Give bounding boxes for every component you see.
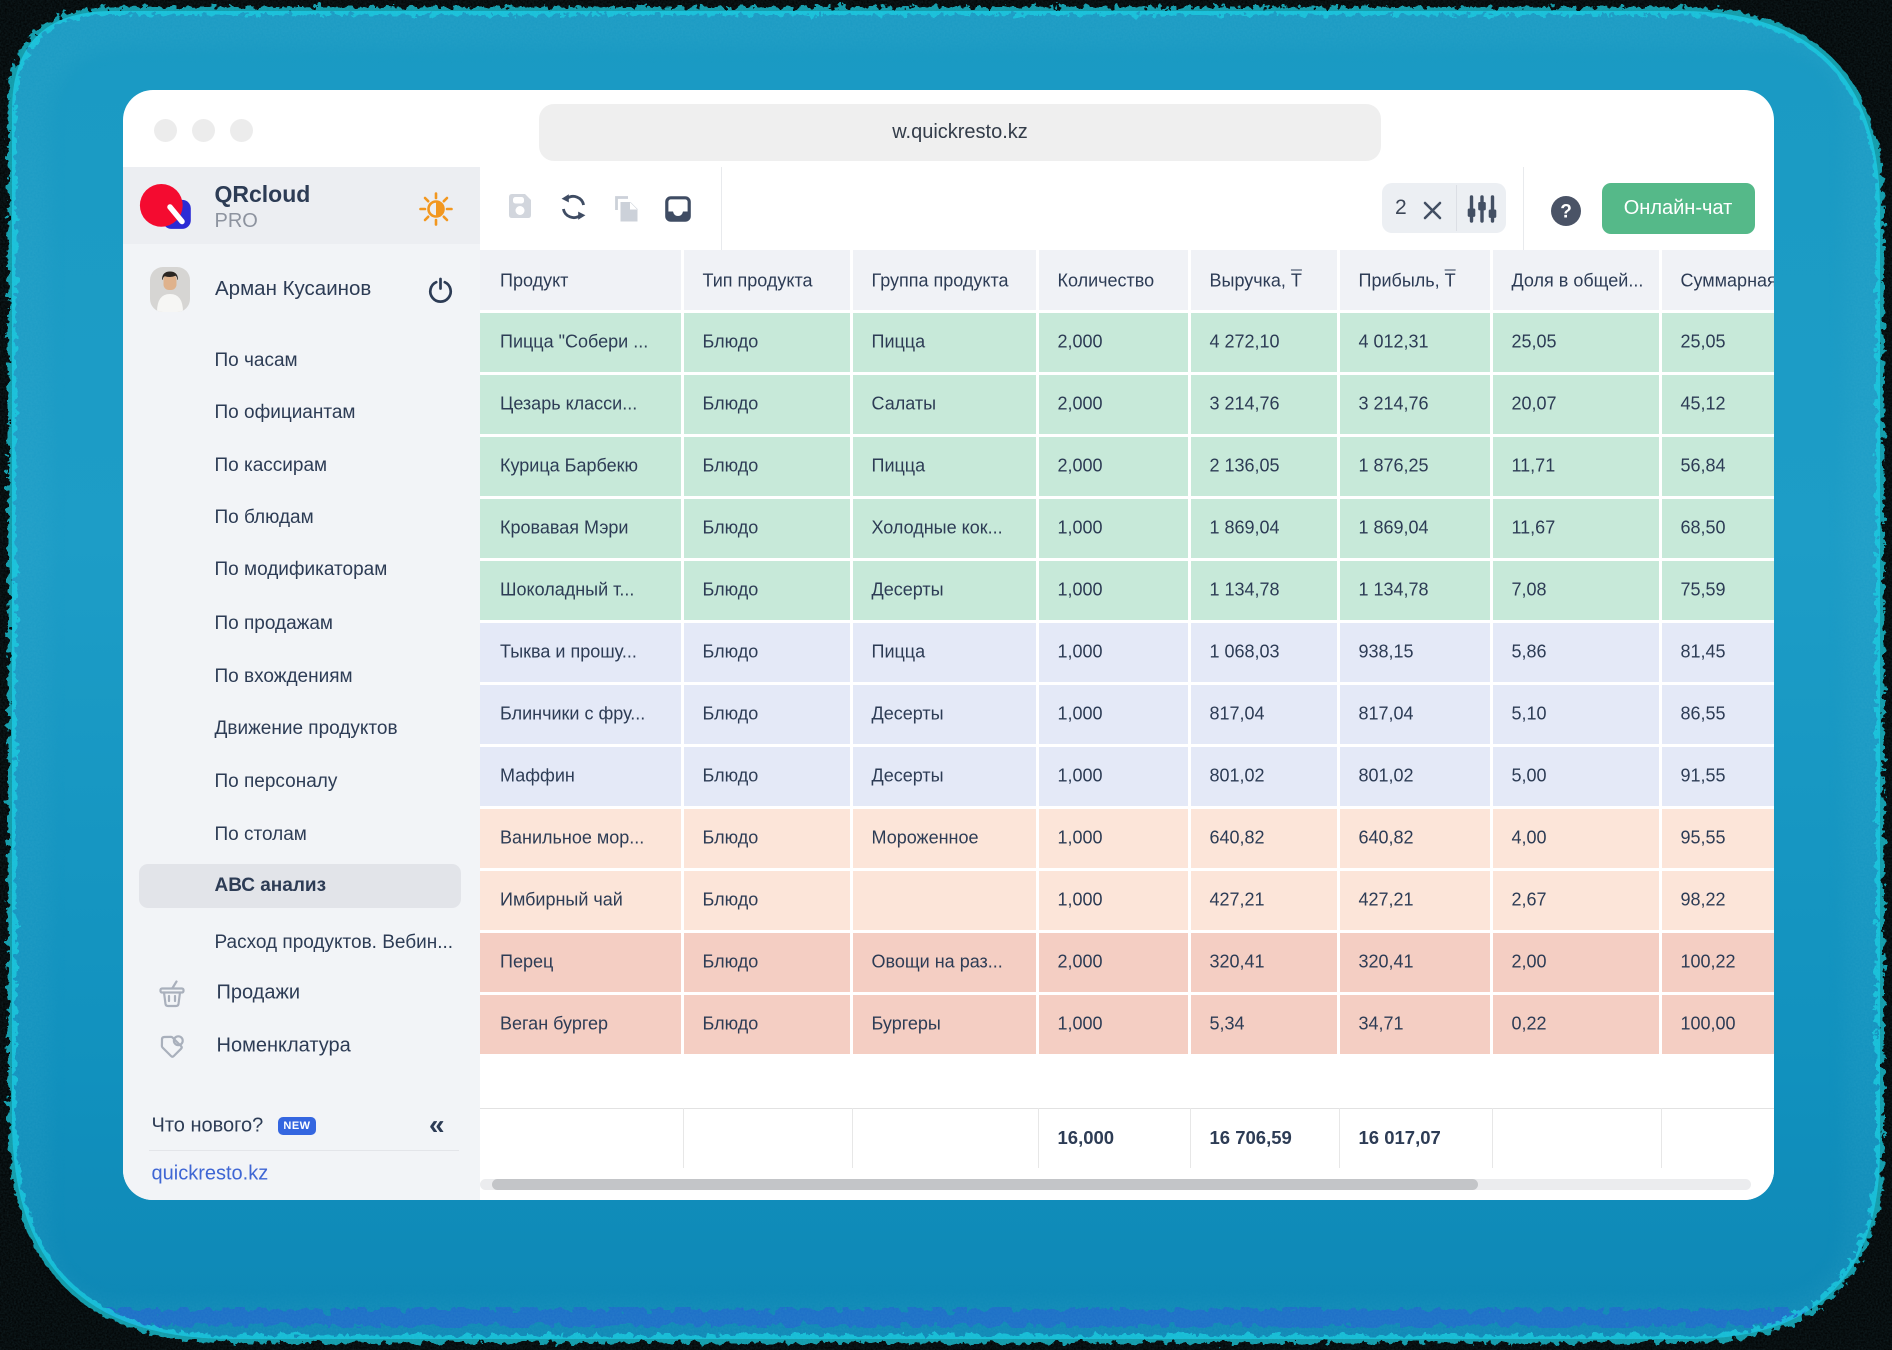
svg-text:?: ? — [1560, 201, 1572, 222]
